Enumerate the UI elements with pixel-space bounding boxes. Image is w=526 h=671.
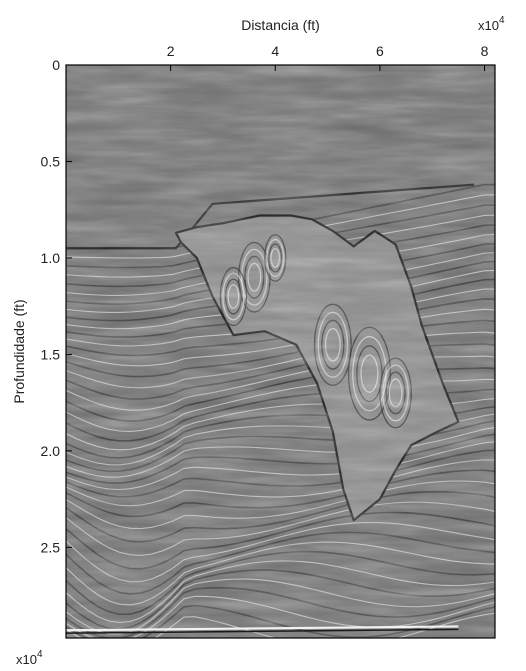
bottom-reflector: [66, 625, 459, 634]
y-tick-label: 0: [52, 57, 60, 73]
x-tick-label: 2: [167, 43, 175, 59]
y-tick-label: 0.5: [41, 153, 61, 169]
seismic-image: [66, 65, 495, 638]
y-tick-label: 2.0: [41, 443, 61, 459]
x-multiplier-exponent: 4: [499, 15, 505, 26]
seismic-noise-overlay: [66, 65, 495, 638]
y-axis-label: Profundidade (ft): [11, 299, 27, 403]
x-axis-label: Distancia (ft): [241, 17, 320, 33]
y-multiplier-base: x10: [16, 652, 37, 667]
x-axis: 2 4 6 8: [167, 43, 489, 71]
y-tick-label: 2.5: [41, 539, 61, 555]
plot-frame: [65, 64, 496, 639]
x-axis-multiplier: x104: [478, 15, 505, 33]
y-multiplier-exponent: 4: [37, 649, 43, 660]
x-tick-label: 6: [376, 43, 384, 59]
plot-area: [65, 64, 496, 639]
bottom-dark-line: [66, 628, 459, 634]
bottom-bright-line: [66, 625, 459, 632]
y-tick-label: 1.0: [41, 250, 61, 266]
y-tick-label: 1.5: [41, 346, 61, 362]
x-tick-label: 4: [271, 43, 279, 59]
y-axis: 0 0.5 1.0 1.5 2.0 2.5: [41, 57, 72, 555]
y-axis-multiplier: x104: [16, 649, 43, 667]
x-multiplier-base: x10: [478, 18, 499, 33]
x-tick-label: 8: [481, 43, 489, 59]
